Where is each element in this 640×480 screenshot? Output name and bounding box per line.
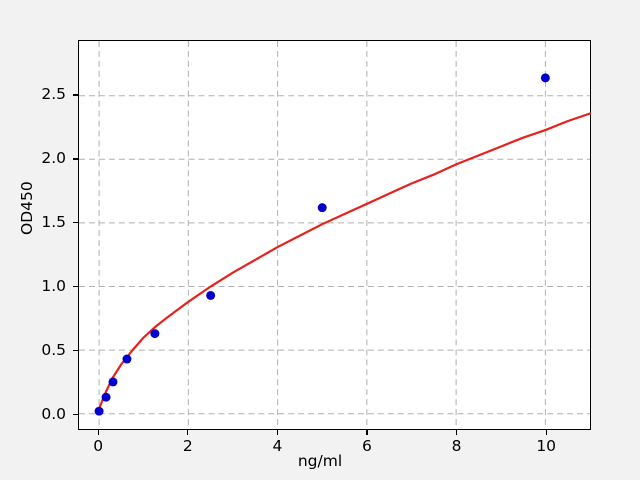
y-tick-label: 0.5 xyxy=(41,340,66,359)
x-tick-label: 0 xyxy=(93,437,104,455)
plot-area xyxy=(78,40,592,430)
data-point xyxy=(101,392,111,402)
x-tick-label: 10 xyxy=(536,437,557,455)
x-tickmark xyxy=(366,430,368,435)
x-tickmark xyxy=(455,430,458,435)
data-point xyxy=(94,406,104,416)
x-tickmark xyxy=(276,430,279,435)
data-layer xyxy=(94,73,592,416)
x-tickmark xyxy=(187,430,189,435)
x-tickmark xyxy=(545,430,547,435)
x-tick-label: 6 xyxy=(362,437,372,455)
data-point xyxy=(317,203,327,213)
y-tick-label: 2.5 xyxy=(41,84,66,103)
y-tickmark xyxy=(73,286,78,288)
x-tick-label: 4 xyxy=(272,437,283,455)
x-tickmark xyxy=(97,430,99,435)
y-tickmark xyxy=(73,350,78,352)
data-point xyxy=(108,377,118,387)
x-tick-label: 2 xyxy=(182,437,193,455)
data-point xyxy=(540,73,550,83)
x-tick-label: 8 xyxy=(451,437,462,455)
y-tick-label: 2.0 xyxy=(41,148,66,167)
y-tick-label: 1.0 xyxy=(41,276,66,295)
data-point xyxy=(122,354,132,364)
y-tick-label: 0.0 xyxy=(41,404,66,423)
y-tickmark xyxy=(73,414,78,416)
y-tickmark xyxy=(73,222,78,224)
x-axis-title: ng/ml xyxy=(297,452,343,470)
y-tickmark xyxy=(73,158,78,160)
y-tickmark xyxy=(73,94,78,96)
fit-curve-line xyxy=(97,112,592,410)
data-point xyxy=(150,329,160,339)
data-point xyxy=(206,290,216,300)
y-axis-title: OD450 xyxy=(18,181,36,235)
gridlines xyxy=(79,41,590,429)
y-tick-label: 1.5 xyxy=(41,212,66,231)
